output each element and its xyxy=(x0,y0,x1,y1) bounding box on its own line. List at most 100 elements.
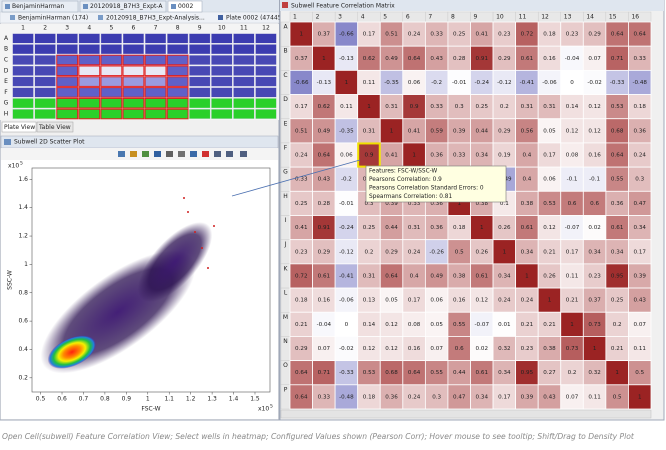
cell-value[interactable]: 0.11 xyxy=(340,104,353,110)
cell-value[interactable]: 0.53 xyxy=(543,201,556,207)
view-tab[interactable] xyxy=(36,121,74,133)
cell-value[interactable]: 0.34 xyxy=(521,249,534,255)
cell-value[interactable]: 0.29 xyxy=(385,249,398,255)
cell-value[interactable]: 0.29 xyxy=(318,249,331,255)
cell-value[interactable]: 0.64 xyxy=(295,394,308,400)
well[interactable] xyxy=(100,44,123,55)
tool-icon[interactable] xyxy=(142,151,149,157)
tool-icon[interactable] xyxy=(118,151,125,157)
cell-value[interactable]: 0.13 xyxy=(363,298,376,304)
cell-value[interactable]: -0.66 xyxy=(339,32,354,38)
cell-value[interactable]: -0.26 xyxy=(429,249,444,255)
cell-value[interactable]: 0.4 xyxy=(410,273,419,279)
cell-value[interactable]: 0.14 xyxy=(566,104,579,110)
cell-value[interactable]: 0.64 xyxy=(318,153,331,159)
cell-value[interactable]: 0.06 xyxy=(340,153,353,159)
cell-value[interactable]: 0.23 xyxy=(566,32,579,38)
cell-value[interactable]: 0.37 xyxy=(295,56,308,62)
cell-value[interactable]: 0.16 xyxy=(453,298,466,304)
cell-value[interactable]: 1 xyxy=(570,322,574,328)
cell-value[interactable]: 0.18 xyxy=(543,32,556,38)
cell-value[interactable]: 0.11 xyxy=(588,394,601,400)
cell-value[interactable]: 0.36 xyxy=(430,225,443,231)
cell-value[interactable]: 0.25 xyxy=(295,201,308,207)
cell-value[interactable]: 0.47 xyxy=(633,201,646,207)
cell-value[interactable]: 0.21 xyxy=(521,322,534,328)
cell-value[interactable]: -0.12 xyxy=(497,80,511,86)
cell-value[interactable]: 0.23 xyxy=(521,346,534,352)
cell-value[interactable]: 0.26 xyxy=(543,273,556,279)
cell-value[interactable]: 0.34 xyxy=(476,394,489,400)
cell-value[interactable]: -0.2 xyxy=(431,80,442,86)
cell-value[interactable]: 0.26 xyxy=(498,225,511,231)
well[interactable] xyxy=(166,87,189,98)
cell-value[interactable]: 0.51 xyxy=(295,128,308,134)
well[interactable] xyxy=(189,33,211,44)
well[interactable] xyxy=(166,97,189,109)
cell-value[interactable]: 0.33 xyxy=(430,32,443,38)
cell-value[interactable]: 0.29 xyxy=(498,128,511,134)
cell-value[interactable]: 0.34 xyxy=(588,249,601,255)
cell-value[interactable]: 0.07 xyxy=(588,56,601,62)
well[interactable] xyxy=(255,87,277,98)
well[interactable] xyxy=(189,87,211,98)
cell-value[interactable]: -0.04 xyxy=(317,322,332,328)
cell-value[interactable]: 0.29 xyxy=(498,56,511,62)
cell-value[interactable]: 0.64 xyxy=(611,32,624,38)
well[interactable] xyxy=(255,98,277,109)
cell-value[interactable]: 0.31 xyxy=(408,225,421,231)
cell-value[interactable]: 1 xyxy=(345,80,349,86)
cell-value[interactable]: 0.91 xyxy=(318,225,331,231)
cell-value[interactable]: -0.02 xyxy=(587,80,601,86)
cell-value[interactable]: 0.12 xyxy=(588,104,600,110)
well[interactable] xyxy=(78,76,101,87)
crumb-label[interactable]: 20120918_B7H3_Expt-Analysis... xyxy=(106,15,205,22)
cell-value[interactable]: 0.19 xyxy=(498,153,511,159)
cell-value[interactable]: -0.66 xyxy=(294,80,309,86)
cell-value[interactable]: 0.12 xyxy=(543,225,555,231)
well[interactable] xyxy=(189,76,211,87)
cell-value[interactable]: 0.24 xyxy=(295,153,308,159)
well[interactable] xyxy=(144,33,167,44)
cell-value[interactable]: 0.61 xyxy=(611,225,624,231)
cell-value[interactable]: 0.32 xyxy=(588,370,600,376)
cell-value[interactable]: -0.41 xyxy=(339,273,354,279)
cell-value[interactable]: 0.36 xyxy=(385,394,398,400)
well[interactable] xyxy=(233,108,255,119)
cell-value[interactable]: 0.5 xyxy=(455,249,464,255)
tool-icon[interactable] xyxy=(240,151,247,157)
well[interactable] xyxy=(12,98,34,109)
well[interactable] xyxy=(233,98,255,109)
cell-value[interactable]: 0.29 xyxy=(295,346,308,352)
cell-value[interactable]: 0.34 xyxy=(633,225,646,231)
well[interactable] xyxy=(211,65,233,76)
well[interactable] xyxy=(100,108,123,120)
cell-value[interactable]: 0.43 xyxy=(318,177,331,183)
cell-value[interactable]: -0.1 xyxy=(567,177,578,183)
well[interactable] xyxy=(255,44,277,55)
tool-icon[interactable] xyxy=(154,151,161,157)
tool-icon[interactable] xyxy=(202,151,209,157)
well[interactable] xyxy=(166,76,189,87)
cell-value[interactable]: 0.34 xyxy=(476,153,489,159)
well[interactable] xyxy=(56,97,79,109)
cell-value[interactable]: 0.01 xyxy=(498,322,511,328)
cell-value[interactable]: 0.3 xyxy=(635,177,644,183)
tool-icon[interactable] xyxy=(190,151,197,157)
cell-value[interactable]: 0.61 xyxy=(476,370,489,376)
cell-value[interactable]: 0.36 xyxy=(430,153,443,159)
cell-value[interactable]: 0.73 xyxy=(588,322,601,328)
cell-value[interactable]: 0.33 xyxy=(453,153,466,159)
cell-value[interactable]: 1 xyxy=(412,153,416,159)
well[interactable] xyxy=(144,87,167,98)
cell-value[interactable]: 0.64 xyxy=(408,56,421,62)
cell-value[interactable]: 0.44 xyxy=(385,225,398,231)
cell-value[interactable]: 0.95 xyxy=(611,273,624,279)
well[interactable] xyxy=(211,98,233,109)
cell-value[interactable]: 0.24 xyxy=(408,32,421,38)
well[interactable] xyxy=(78,44,100,55)
cell-value[interactable]: 0.3 xyxy=(455,104,464,110)
well[interactable] xyxy=(12,65,34,76)
well[interactable] xyxy=(34,55,56,66)
cell-value[interactable]: 0.24 xyxy=(408,249,421,255)
